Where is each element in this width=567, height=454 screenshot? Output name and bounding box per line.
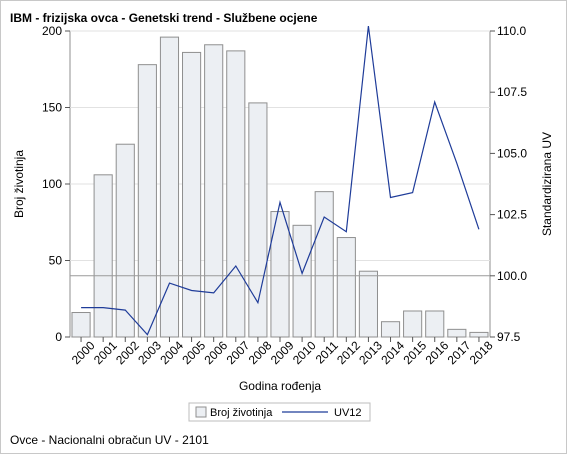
y2-tick-label: 107.5	[497, 85, 527, 99]
x-tick-label: 2008	[246, 338, 275, 367]
y2-tick-label: 97.5	[497, 330, 521, 344]
bar-series	[71, 36, 489, 338]
x-tick-label: 2005	[179, 338, 208, 367]
x-tick-label: 2018	[467, 338, 496, 367]
x-tick-label: 2000	[69, 338, 98, 367]
y2-tick-label: 102.5	[497, 208, 527, 222]
x-axis-label: Godina rođenja	[239, 379, 321, 393]
y-tick-label: 0	[55, 330, 62, 344]
x-tick-label: 2006	[202, 338, 231, 367]
x-tick-label: 2002	[113, 338, 142, 367]
x-tick-label: 2003	[135, 338, 164, 367]
bar	[447, 328, 467, 338]
x-axis-ticks: 2000200120022003200420052006200720082009…	[69, 337, 496, 367]
legend-label-line: UV12	[334, 407, 362, 419]
bar	[115, 143, 135, 338]
bar	[380, 321, 401, 338]
y-tick-label: 100	[42, 177, 62, 191]
x-tick-label: 2001	[91, 338, 120, 367]
y-tick-label: 50	[49, 254, 63, 268]
bar	[336, 237, 356, 338]
bar	[93, 174, 113, 338]
x-tick-label: 2012	[334, 338, 363, 367]
bar	[159, 36, 180, 338]
bar	[226, 50, 246, 338]
legend-box	[188, 402, 371, 422]
x-tick-label: 2009	[268, 338, 297, 367]
x-tick-label: 2004	[157, 338, 186, 367]
line-series-uv12	[81, 26, 480, 336]
x-tick-label: 2011	[313, 338, 341, 366]
y-axis-left-ticks: 0 50 100 150 200	[42, 24, 70, 344]
y2-tick-label: 100.0	[497, 269, 527, 283]
legend-bar-swatch	[195, 406, 207, 418]
bar	[358, 270, 378, 338]
x-tick-label: 2010	[290, 338, 319, 367]
y2-tick-label: 105.0	[497, 146, 527, 160]
legend: Broj životinja UV12	[188, 402, 371, 422]
bar	[425, 310, 445, 338]
footnote: Ovce - Nacionalni obračun UV - 2101	[10, 433, 209, 447]
bar	[292, 224, 312, 338]
legend-label-bars: Broj životinja	[210, 407, 273, 419]
y-tick-label: 150	[42, 101, 62, 115]
bar	[469, 331, 489, 338]
bar	[403, 310, 423, 338]
chart-title: IBM - frizijska ovca - Genetski trend - …	[10, 11, 318, 25]
x-tick-label: 2013	[356, 338, 385, 367]
y-axis-right-ticks: 97.5 100.0 102.5 105.0 107.5 110.0	[490, 24, 527, 344]
x-tick-label: 2016	[423, 338, 452, 367]
x-tick-label: 2007	[224, 338, 253, 367]
y2-tick-label: 110.0	[497, 24, 526, 38]
y-axis-right-label: Standardizirana UV	[540, 132, 554, 236]
x-tick-label: 2017	[445, 338, 474, 367]
y-axis-left-label: Broj životinja	[12, 150, 26, 218]
bar	[182, 51, 202, 338]
bar	[71, 312, 91, 338]
x-tick-label: 2015	[400, 338, 429, 367]
bar	[137, 64, 157, 338]
y-tick-label: 200	[42, 24, 62, 38]
x-tick-label: 2014	[378, 338, 407, 367]
bar	[314, 191, 334, 338]
